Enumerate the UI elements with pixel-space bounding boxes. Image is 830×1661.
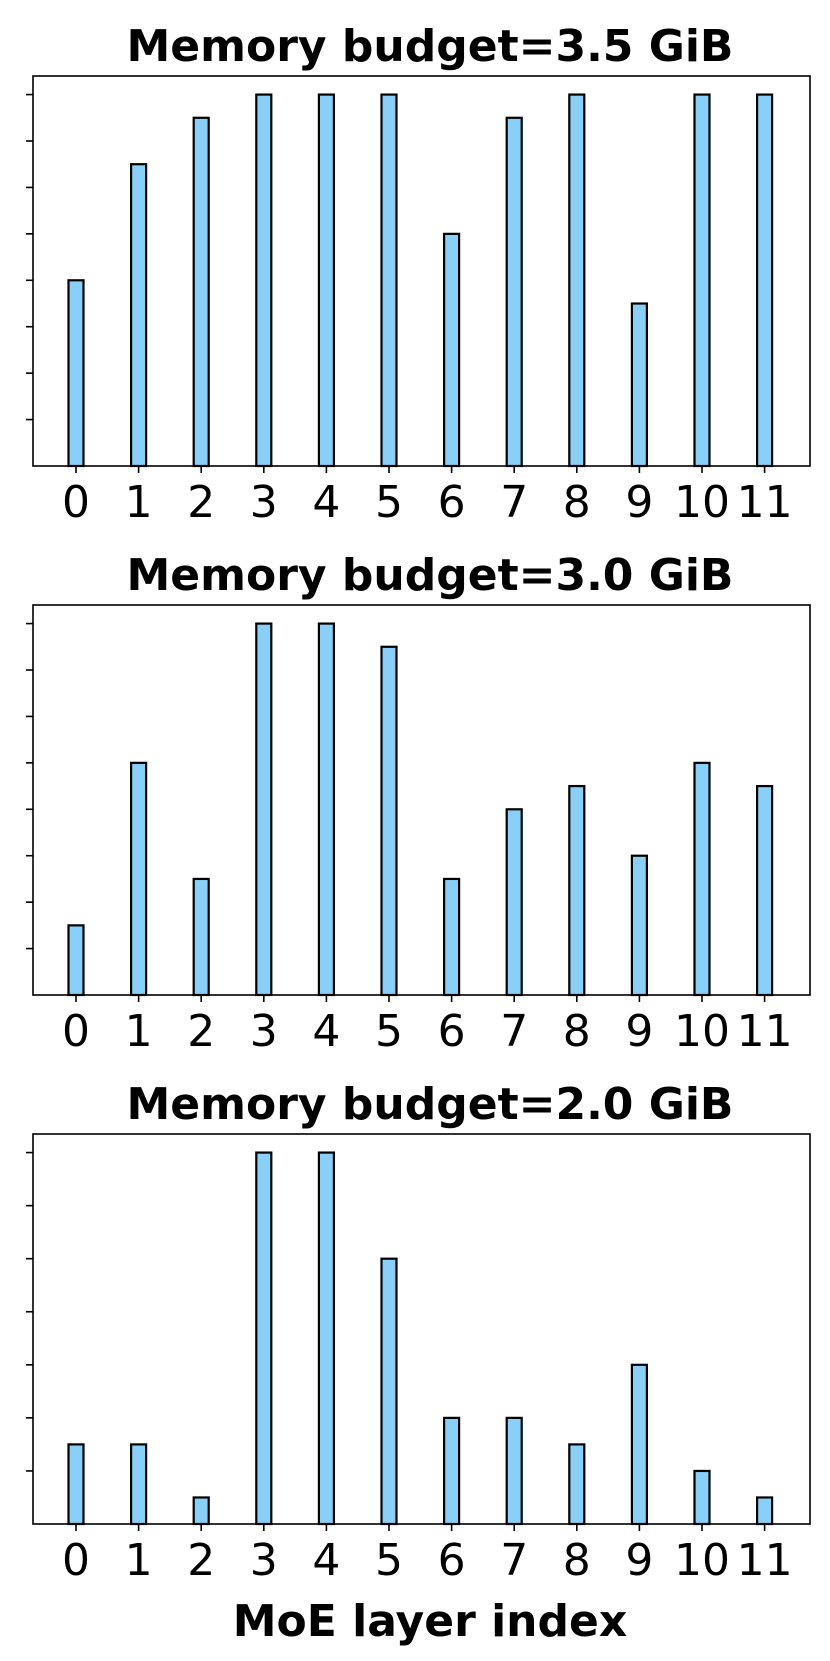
bar-10	[693, 1469, 711, 1526]
bar-4	[317, 622, 335, 997]
x-tick-label: 4	[312, 477, 340, 528]
x-tick-label: 6	[438, 477, 466, 528]
x-tick-label: 3	[250, 477, 278, 528]
plot-frame	[32, 75, 811, 467]
x-tick-label: 8	[563, 477, 591, 528]
x-tick-label: 6	[438, 1006, 466, 1057]
bar-5	[380, 645, 398, 997]
bar-8	[568, 784, 586, 997]
x-tick-label: 3	[250, 1535, 278, 1586]
x-tick-label: 9	[625, 1535, 653, 1586]
bar-4	[317, 93, 335, 468]
x-tick-label: 9	[625, 477, 653, 528]
subplot-1: Memory budget=3.5 GiB 0 1 2 3 4 5 6 7 8 9 10 11	[26, 21, 811, 528]
bar-2	[192, 116, 210, 468]
x-tick-label: 7	[500, 477, 528, 528]
bar-9	[630, 854, 649, 997]
bar-3	[255, 93, 273, 468]
x-tick-label: 11	[737, 477, 793, 528]
x-tick-label: 1	[125, 1006, 153, 1057]
plot-frame	[32, 604, 811, 996]
bar-7	[505, 808, 523, 997]
x-tick-label: 5	[375, 1006, 403, 1057]
bar-1	[130, 761, 148, 997]
x-tick-label: 3	[250, 1006, 278, 1057]
x-tick-label: 5	[375, 477, 403, 528]
x-tick-label: 2	[187, 1006, 215, 1057]
bar-0	[67, 279, 85, 468]
subplot-title: Memory budget=2.0 GiB	[127, 1079, 734, 1130]
x-tick-label: 7	[500, 1006, 528, 1057]
x-tick-label: 6	[438, 1535, 466, 1586]
x-tick-label: 1	[125, 1535, 153, 1586]
plot-frame	[32, 1133, 811, 1525]
bar-10	[693, 761, 711, 997]
bar-5	[380, 93, 398, 468]
subplot-2: Memory budget=3.0 GiB 0 1 2 3 4 5 6 7 8 9 10 11	[26, 550, 811, 1057]
bar-4	[317, 1151, 335, 1526]
x-tick-label: 11	[737, 1535, 793, 1586]
x-axis-label: MoE layer index	[233, 1596, 627, 1647]
bar-2	[192, 877, 210, 997]
x-tick-label: 0	[62, 1006, 90, 1057]
x-tick-label: 0	[62, 477, 90, 528]
bar-1	[130, 1443, 148, 1526]
bar-6	[443, 1416, 461, 1526]
x-tick-label: 9	[625, 1006, 653, 1057]
bar-3	[255, 622, 273, 997]
bar-11	[755, 1496, 774, 1526]
bar-3	[255, 1151, 273, 1526]
bar-0	[67, 924, 85, 997]
bar-6	[443, 232, 461, 468]
bar-9	[630, 1363, 649, 1526]
bar-7	[505, 116, 523, 468]
x-tick-label: 10	[674, 477, 730, 528]
bar-10	[693, 93, 711, 468]
bar-8	[568, 1443, 586, 1526]
bar-8	[568, 93, 586, 468]
bar-5	[380, 1257, 398, 1526]
bar-1	[130, 163, 148, 468]
subplot-title: Memory budget=3.5 GiB	[127, 21, 734, 72]
bar-11	[755, 784, 774, 997]
x-tick-label: 10	[674, 1006, 730, 1057]
x-tick-label: 1	[125, 477, 153, 528]
x-tick-label: 0	[62, 1535, 90, 1586]
x-tick-label: 8	[563, 1535, 591, 1586]
x-tick-label: 2	[187, 477, 215, 528]
subplot-title: Memory budget=3.0 GiB	[127, 550, 734, 601]
bar-9	[630, 302, 649, 468]
bar-6	[443, 877, 461, 997]
x-tick-label: 2	[187, 1535, 215, 1586]
bar-0	[67, 1443, 85, 1526]
x-tick-label: 4	[312, 1535, 340, 1586]
subplot-3: Memory budget=2.0 GiB 0 1 2 3 4 5 6 7 8 9 10 11 MoE l…	[26, 1079, 811, 1647]
x-tick-label: 5	[375, 1535, 403, 1586]
bar-7	[505, 1416, 523, 1526]
bar-2	[192, 1496, 210, 1526]
x-tick-label: 10	[674, 1535, 730, 1586]
x-tick-label: 11	[737, 1006, 793, 1057]
x-tick-label: 4	[312, 1006, 340, 1057]
bar-11	[755, 93, 774, 468]
x-tick-label: 7	[500, 1535, 528, 1586]
x-tick-label: 8	[563, 1006, 591, 1057]
